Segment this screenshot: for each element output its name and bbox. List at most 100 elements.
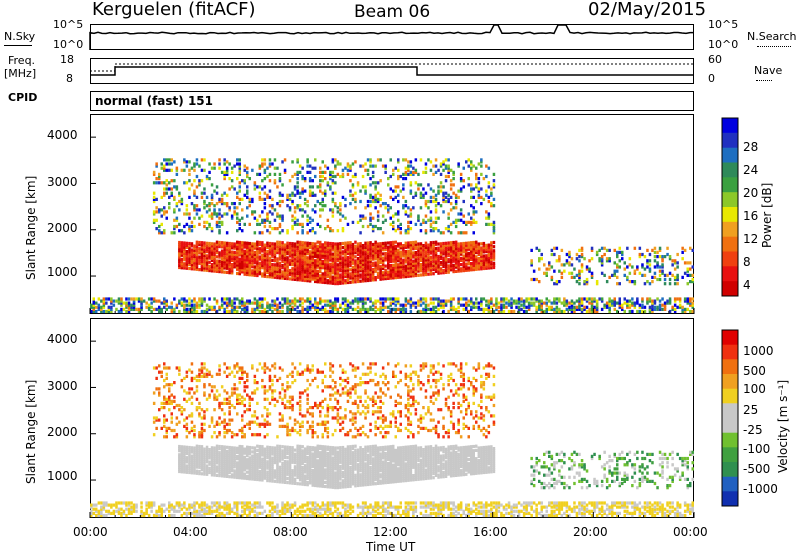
data-cell [293,222,297,226]
data-cell [220,251,224,255]
data-cell [600,307,604,311]
data-cell [324,299,327,303]
data-cell [278,224,282,229]
data-cell [424,162,428,166]
data-cell [213,248,216,252]
data-cell [253,450,257,454]
data-cell [339,250,342,254]
data-cell [341,174,345,179]
data-cell [160,231,163,235]
data-cell [387,183,390,187]
data-cell [276,227,279,231]
data-cell [296,259,299,263]
data-cell [603,252,606,257]
data-cell [248,258,251,262]
data-cell [429,307,433,311]
data-cell [170,158,173,162]
data-cell [467,158,470,162]
data-cell [417,252,420,256]
data-cell [354,269,357,273]
data-cell [261,465,264,470]
data-cell [263,260,267,264]
data-cell [301,187,304,191]
data-cell [296,255,299,259]
data-cell [266,252,269,256]
data-cell [412,245,415,249]
data-cell [253,458,257,463]
data-cell [397,158,400,162]
data-cell [306,258,309,262]
data-cell [258,309,262,314]
data-cell [180,251,184,255]
data-cell [452,268,455,272]
data-cell [419,229,423,233]
data-cell [371,272,375,276]
data-cell [429,241,433,245]
data-cell [261,210,264,214]
data-cell [213,452,216,456]
cpid-panel [90,91,694,111]
data-cell [168,168,171,172]
data-cell [218,447,221,451]
data-cell [256,444,259,448]
data-cell [387,253,390,258]
data-cell [190,462,194,467]
data-cell [256,255,259,259]
data-cell [288,470,292,475]
data-cell [286,272,289,277]
data-cell [185,468,189,472]
data-cell [578,269,581,273]
data-cell [462,248,465,252]
data-cell [286,466,289,470]
data-cell [200,191,204,195]
data-cell [228,177,231,181]
data-cell [180,262,184,266]
data-cell [213,252,216,257]
data-cell [236,177,239,181]
data-cell [243,460,246,464]
data-cell [376,271,380,275]
data-cell [339,174,342,179]
data-cell [223,158,226,162]
data-cell [454,248,458,253]
data-cell [271,227,274,231]
data-cell [354,246,357,250]
data-cell [434,251,438,255]
data-cell [321,272,324,276]
data-cell [163,206,166,210]
data-cell [190,260,194,265]
data-cell [334,279,337,284]
data-cell [641,252,644,257]
data-cell [366,266,370,270]
data-cell [427,272,430,276]
data-cell [419,309,423,314]
data-cell [432,229,435,233]
data-cell [422,301,425,305]
data-cell [258,214,262,218]
data-cell [482,266,486,271]
data-cell [276,269,279,273]
data-cell [271,258,274,262]
data-cell [261,255,264,259]
data-cell [180,445,184,449]
data-cell [291,224,294,229]
data-cell [283,264,287,268]
data-cell [266,260,269,264]
data-cell [158,174,161,179]
data-cell [651,275,654,279]
data-cell [165,307,168,311]
data-cell [341,168,345,172]
data-cell [230,179,234,183]
data-cell [301,264,304,268]
data-cell [195,453,199,457]
data-cell [434,204,438,208]
data-cell [246,241,249,245]
data-cell [208,460,211,464]
data-cell [422,258,425,262]
data-cell [268,179,272,183]
data-cell [472,240,475,245]
data-cell [311,242,314,246]
data-cell [308,262,312,266]
data-cell [653,305,657,309]
data-cell [412,272,415,276]
